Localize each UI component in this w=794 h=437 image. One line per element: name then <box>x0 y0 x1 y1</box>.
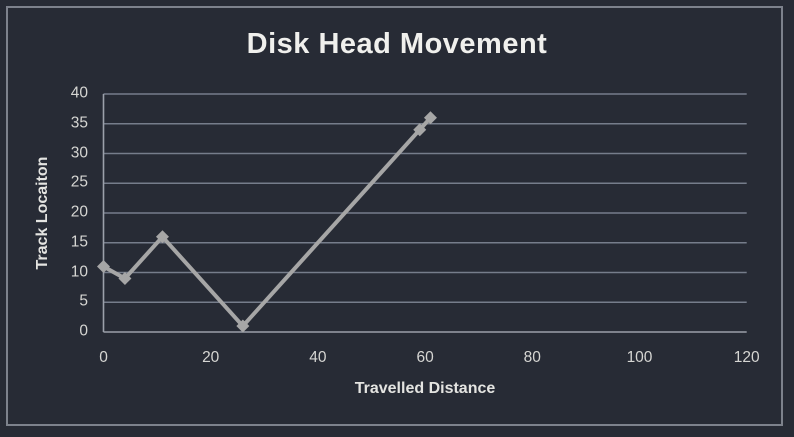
data-point-marker <box>413 123 427 137</box>
series-line <box>101 115 433 329</box>
data-point-marker <box>118 271 132 285</box>
data-point-marker <box>155 230 169 244</box>
data-point-marker <box>236 319 250 333</box>
data-point-marker <box>97 260 110 274</box>
data-point-marker <box>423 111 437 125</box>
chart-title: Disk Head Movement <box>246 28 548 60</box>
x-axis-title: Travelled Distance <box>354 380 496 397</box>
